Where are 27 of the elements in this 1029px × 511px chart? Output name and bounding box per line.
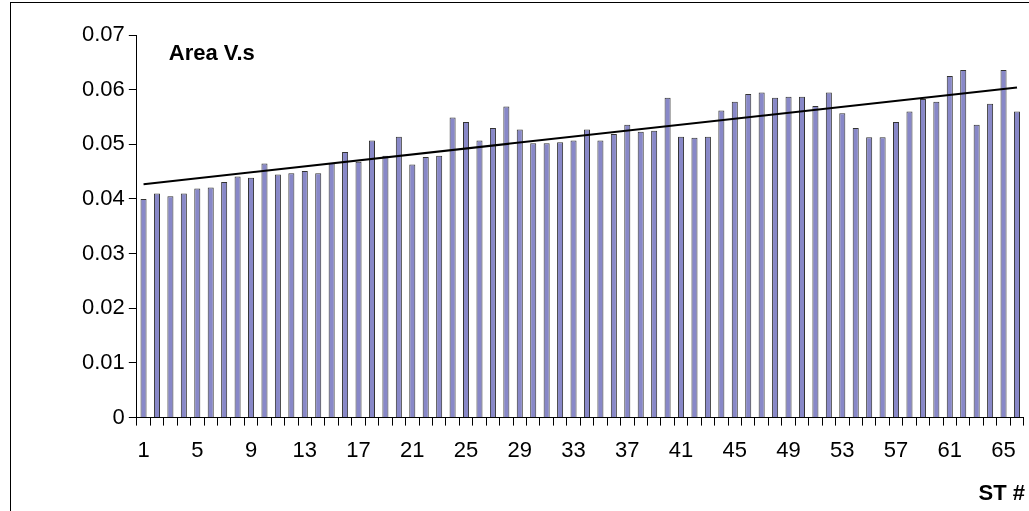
- x-tick-label: 65: [991, 436, 1016, 462]
- y-tick-label: 0.05: [81, 130, 125, 156]
- y-tick-label: 0.01: [81, 349, 125, 375]
- x-tick-label: 1: [137, 436, 150, 462]
- chart-title: Area V.s: [168, 40, 255, 66]
- x-tick-label: 45: [722, 436, 748, 462]
- x-tick-label: 13: [292, 436, 318, 462]
- y-tick-label: 0.06: [81, 75, 125, 101]
- x-tick-label: 49: [776, 436, 801, 462]
- y-tick-label: 0: [112, 403, 125, 429]
- x-tick-label: 33: [561, 436, 586, 462]
- x-tick-label: 57: [883, 436, 909, 462]
- x-tick-label: 21: [400, 436, 425, 462]
- x-tick-label: 17: [346, 436, 371, 462]
- x-tick-label: 41: [668, 436, 694, 462]
- x-tick-label: 53: [830, 436, 855, 462]
- y-tick-label: 0.04: [81, 185, 125, 211]
- x-axis-title: ST #: [978, 480, 1025, 506]
- x-tick-label: 29: [507, 436, 533, 462]
- x-tick-label: 37: [615, 436, 640, 462]
- y-tick-label: 0.03: [81, 239, 125, 265]
- y-tick-label: 0.07: [81, 21, 125, 47]
- x-tick-label: 9: [244, 436, 258, 462]
- x-tick-label: 61: [937, 436, 963, 462]
- x-tick-label: 5: [191, 436, 204, 462]
- y-tick-label: 0.02: [81, 294, 125, 320]
- x-tick-label: 25: [453, 436, 479, 462]
